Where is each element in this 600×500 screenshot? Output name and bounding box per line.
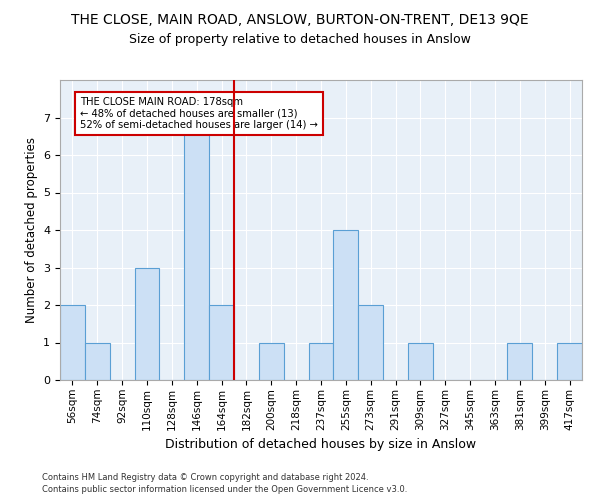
- Bar: [60, 305, 85, 380]
- X-axis label: Distribution of detached houses by size in Anslow: Distribution of detached houses by size …: [166, 438, 476, 451]
- Text: Contains public sector information licensed under the Open Government Licence v3: Contains public sector information licen…: [42, 485, 407, 494]
- Bar: [358, 305, 383, 380]
- Text: Size of property relative to detached houses in Anslow: Size of property relative to detached ho…: [129, 32, 471, 46]
- Text: Contains HM Land Registry data © Crown copyright and database right 2024.: Contains HM Land Registry data © Crown c…: [42, 472, 368, 482]
- Bar: [408, 342, 433, 380]
- Text: THE CLOSE MAIN ROAD: 178sqm
← 48% of detached houses are smaller (13)
52% of sem: THE CLOSE MAIN ROAD: 178sqm ← 48% of det…: [80, 97, 318, 130]
- Text: THE CLOSE, MAIN ROAD, ANSLOW, BURTON-ON-TRENT, DE13 9QE: THE CLOSE, MAIN ROAD, ANSLOW, BURTON-ON-…: [71, 12, 529, 26]
- Y-axis label: Number of detached properties: Number of detached properties: [25, 137, 38, 323]
- Bar: [184, 118, 209, 380]
- Bar: [557, 342, 582, 380]
- Bar: [508, 342, 532, 380]
- Bar: [85, 342, 110, 380]
- Bar: [334, 230, 358, 380]
- Bar: [308, 342, 334, 380]
- Bar: [134, 268, 160, 380]
- Bar: [259, 342, 284, 380]
- Bar: [209, 305, 234, 380]
